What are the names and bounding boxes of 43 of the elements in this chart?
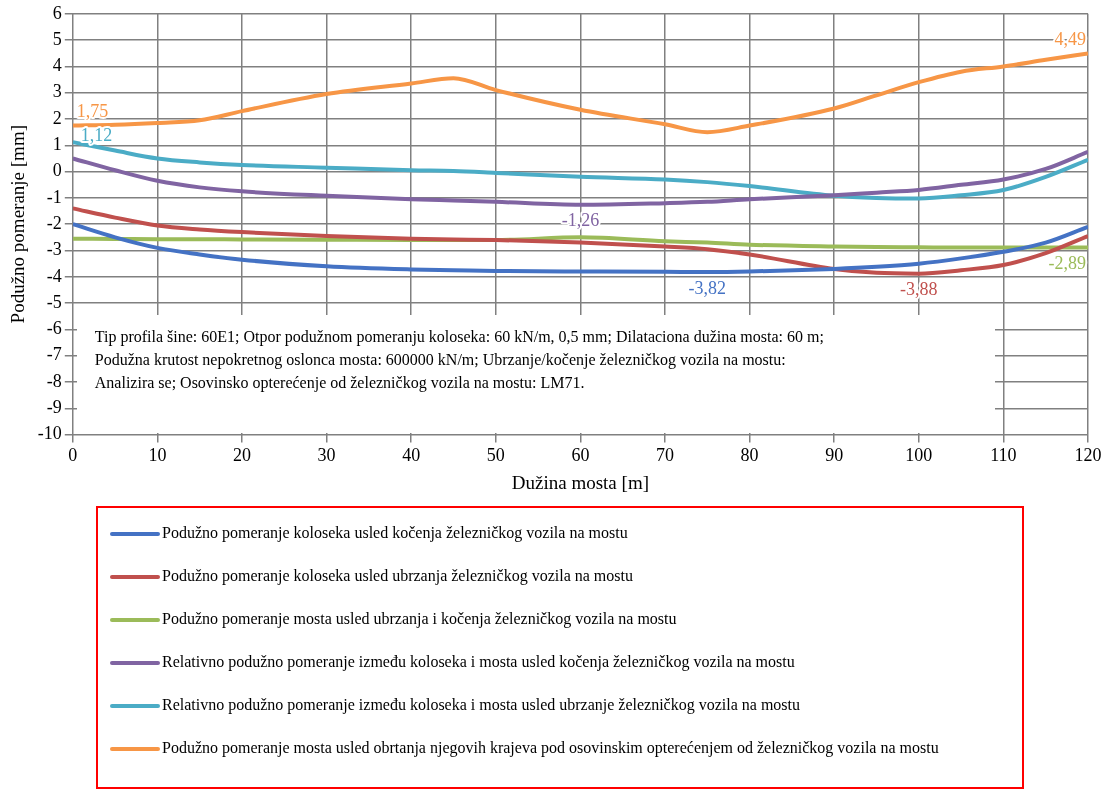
x-tick-label: 30: [317, 445, 336, 466]
x-tick-label: 60: [571, 445, 590, 466]
x-tick-label: 0: [68, 445, 78, 466]
y-tick-label: -8: [46, 370, 62, 391]
legend-label: Podužno pomeranje mosta usled obrtanja njegovih krajeva pod osovinskim opterećenjem od železničkog vozila na mostu: [162, 739, 939, 758]
x-tick-label: 50: [486, 445, 505, 466]
y-tick-label: -2: [46, 212, 62, 233]
y-tick-label: -5: [46, 291, 62, 312]
y-tick-label: 2: [52, 107, 62, 128]
y-tick-label: -9: [46, 397, 62, 418]
y-tick-label: 0: [52, 160, 62, 181]
y-tick-label: -7: [46, 344, 62, 365]
y-tick-label: 4: [52, 55, 62, 76]
x-tick-label: 20: [233, 445, 251, 466]
y-axis-title: Podužno pomeranje [mm]: [7, 125, 29, 324]
data-label: -2,89: [1048, 253, 1086, 274]
y-tick-label: 6: [52, 2, 62, 23]
x-tick-label: 70: [656, 445, 674, 466]
x-tick-label: 90: [825, 445, 844, 466]
legend-label: Podužno pomeranje koloseka usled ubrzanja železničkog vozila na mostu: [162, 567, 633, 586]
y-tick-label: 3: [52, 81, 62, 102]
y-tick-label: -4: [46, 265, 62, 286]
x-tick-label: 10: [148, 445, 167, 466]
x-tick-label: 40: [402, 445, 421, 466]
legend-label: Podužno pomeranje koloseka usled kočenja železničkog vozila na mostu: [162, 524, 628, 543]
legend-label: Relativno podužno pomeranje između koloseka i mosta usled ubrzanje železničkog vozila na mostu: [162, 696, 801, 715]
data-label: 1,75: [76, 101, 109, 122]
data-label: 1,12: [80, 124, 113, 145]
x-tick-label: 100: [905, 445, 933, 466]
x-tick-label: 80: [740, 445, 759, 466]
text-box: Tip profila šine: 60E1; Otpor podužnom pomeranju koloseka: 60 kN/m, 0,5 mm; Dilataciona dužina mosta: 60 m; Podužna krutost nepokretnog oslonca mosta: 600000 kN/m; Ubrzanje/kočenje železničkog vozila na mostu: Analizira se; Osovinsko opterećenje od železničkog vozila na mostu: LM71.: [76, 314, 995, 433]
data-label: -3,82: [688, 277, 727, 298]
legend-label: Relativno podužno pomeranje između koloseka i mosta usled kočenja železničkog vozila na mostu: [162, 653, 795, 672]
y-tick-label: 5: [52, 28, 62, 49]
y-tick-label: -1: [46, 186, 62, 207]
y-tick-label: 1: [52, 134, 62, 155]
x-axis-title: Dužina mosta [m]: [511, 471, 649, 493]
x-tick-label: 120: [1074, 445, 1102, 466]
y-tick-label: -10: [37, 423, 62, 444]
legend-label: Podužno pomeranje mosta usled ubrzanja i kočenja železničkog vozila na mostu: [162, 610, 677, 629]
x-tick-label: 110: [990, 445, 1017, 466]
y-tick-label: -6: [46, 318, 62, 339]
y-tick-label: -3: [46, 239, 62, 260]
